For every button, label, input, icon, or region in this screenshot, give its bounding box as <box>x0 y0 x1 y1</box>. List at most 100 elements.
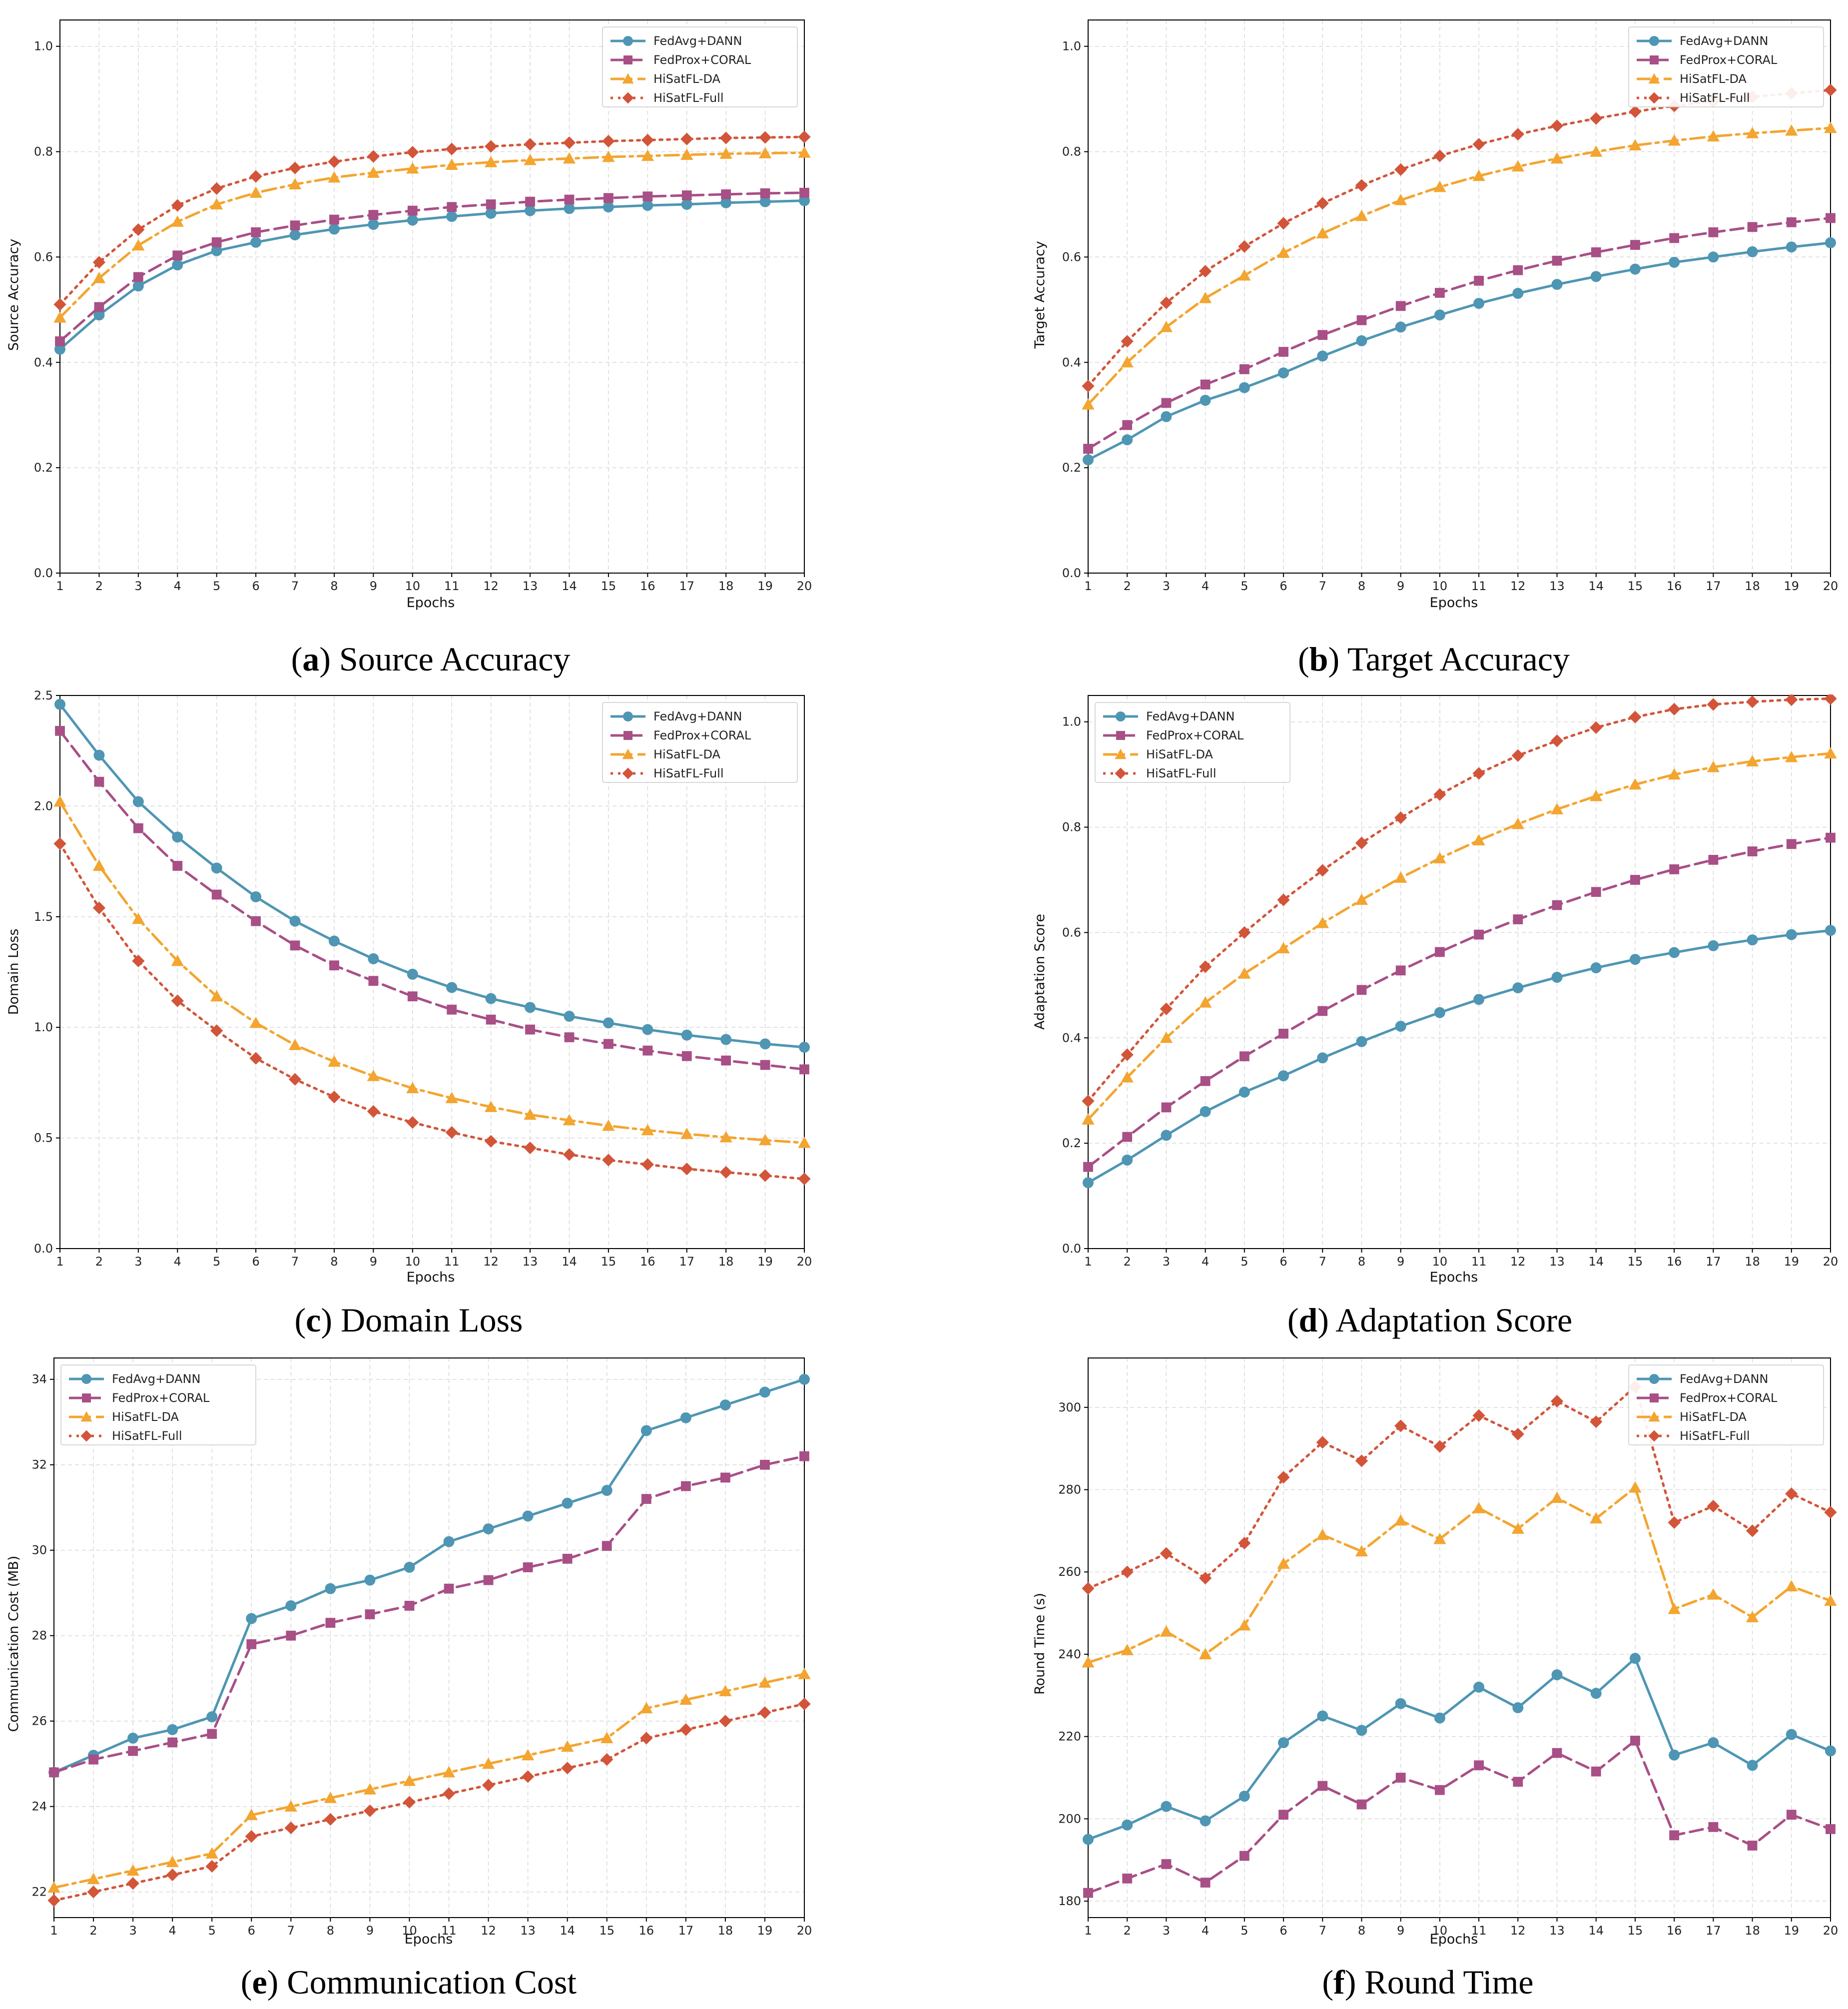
legend: FedAvg+DANN FedProx+CORAL HiSatFL-DA HiSatF… <box>602 26 798 107</box>
x-tick-label: 2 <box>1124 1255 1131 1269</box>
data-point <box>1591 887 1601 897</box>
data-point <box>1826 1824 1836 1834</box>
x-tick-label: 5 <box>213 1255 220 1269</box>
data-point <box>403 1796 416 1809</box>
data-point <box>680 1162 693 1176</box>
data-point <box>1161 1130 1172 1141</box>
data-point <box>93 749 105 761</box>
data-point <box>1746 1611 1759 1622</box>
series-hisatfl-da <box>47 1668 811 1893</box>
data-point <box>1316 864 1329 877</box>
plot-frame <box>59 19 805 574</box>
data-point <box>1629 1481 1642 1493</box>
data-point <box>1239 1051 1249 1062</box>
data-point <box>1238 269 1251 281</box>
data-point <box>1433 852 1446 863</box>
data-point <box>1747 846 1758 856</box>
data-point <box>1552 900 1562 910</box>
legend-label: HiSatFL-DA <box>1680 1410 1747 1424</box>
data-point <box>284 1800 297 1812</box>
xlabel: Epochs <box>1430 595 1478 611</box>
data-point <box>128 1746 138 1756</box>
data-point <box>1630 1735 1640 1746</box>
data-point <box>640 1732 653 1745</box>
data-point <box>1824 747 1837 759</box>
x-tick-label: 14 <box>562 1255 577 1269</box>
data-point <box>1395 301 1406 311</box>
data-point <box>1355 209 1368 221</box>
data-point <box>485 993 497 1004</box>
data-point <box>601 1485 613 1496</box>
data-point <box>1472 834 1485 846</box>
x-tick-label: 7 <box>291 579 299 593</box>
data-point <box>1590 1512 1603 1524</box>
data-point <box>54 343 65 355</box>
series-fedprox-coral <box>49 1451 809 1778</box>
legend: FedAvg+DANN FedProx+CORAL HiSatFL-DA HiSatF… <box>1628 26 1824 107</box>
data-point <box>1200 395 1211 406</box>
data-point <box>133 272 143 282</box>
data-point <box>363 1804 377 1817</box>
data-point <box>1826 213 1836 223</box>
series-line <box>58 729 806 1071</box>
y-tick-label: 280 <box>1058 1483 1081 1497</box>
data-point <box>1356 985 1367 995</box>
data-point <box>1669 256 1680 268</box>
data-point <box>368 976 379 986</box>
legend-marker <box>1115 748 1127 759</box>
data-point <box>132 796 144 807</box>
data-point <box>1512 982 1524 994</box>
x-tick-label: 16 <box>640 1255 655 1269</box>
data-point <box>642 191 653 202</box>
x-tick-label: 8 <box>330 579 338 593</box>
x-tick-label: 11 <box>1471 1924 1487 1938</box>
data-point <box>1082 398 1095 410</box>
data-point <box>1122 1819 1133 1831</box>
data-point <box>641 149 654 161</box>
data-point <box>286 1630 296 1641</box>
x-tick-label: 16 <box>1667 1255 1682 1269</box>
data-point <box>53 795 66 807</box>
y-tick-label: 0.4 <box>34 355 53 369</box>
data-point <box>363 1783 377 1795</box>
y-tick-label: 220 <box>1058 1730 1081 1744</box>
data-point <box>1394 1514 1407 1526</box>
data-point <box>1785 694 1798 706</box>
legend-marker <box>623 731 632 740</box>
data-point <box>1433 1440 1446 1453</box>
data-point <box>1160 296 1173 309</box>
data-point <box>521 1749 535 1761</box>
data-point <box>442 1766 456 1778</box>
data-point <box>1122 420 1133 430</box>
data-point <box>1474 1760 1484 1771</box>
data-point <box>1238 1536 1251 1550</box>
x-tick-label: 19 <box>757 579 773 593</box>
data-point <box>1550 1394 1564 1408</box>
caption: (f) Round Time <box>1322 1963 1533 2001</box>
data-point <box>1122 1132 1133 1142</box>
data-point <box>1433 788 1446 801</box>
data-point <box>680 1127 693 1139</box>
x-tick-label: 11 <box>441 1924 457 1938</box>
data-point <box>721 1055 731 1066</box>
data-point <box>1083 444 1093 454</box>
data-point <box>172 250 183 261</box>
data-point <box>250 891 262 902</box>
data-point <box>1434 288 1445 298</box>
data-point <box>126 1864 139 1876</box>
x-tick-label: 5 <box>208 1924 216 1938</box>
data-point <box>53 311 66 323</box>
data-point <box>167 1724 178 1735</box>
data-point <box>525 205 536 216</box>
x-tick-label: 15 <box>1628 1255 1643 1269</box>
data-point <box>1629 778 1642 790</box>
x-tick-label: 20 <box>1823 1924 1839 1938</box>
data-point <box>486 1014 496 1025</box>
y-tick-label: 0.5 <box>34 1131 53 1145</box>
data-point <box>94 776 104 787</box>
data-point <box>681 1029 692 1041</box>
series-line <box>52 1455 806 1774</box>
data-point <box>760 1459 770 1470</box>
x-tick-label: 3 <box>134 579 142 593</box>
x-tick-label: 14 <box>1588 1255 1604 1269</box>
